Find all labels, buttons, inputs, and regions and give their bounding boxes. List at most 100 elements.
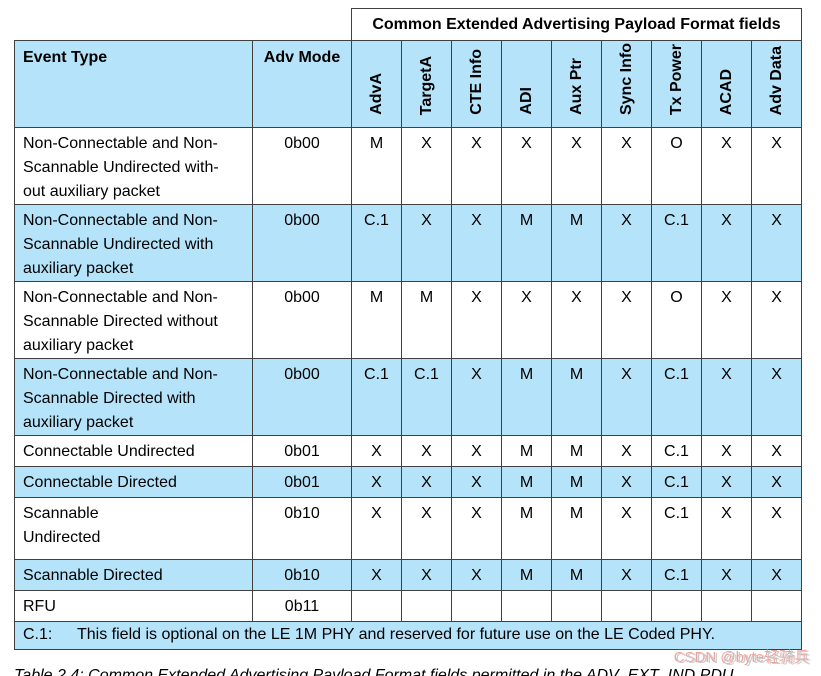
table-row: Connectable Directed 0b01 X X X M M X C.… <box>14 466 803 498</box>
field-value-cell: O <box>651 281 702 359</box>
field-value-cell: X <box>451 466 502 498</box>
field-value-cell: X <box>401 204 452 282</box>
adv-mode-cell: 0b01 <box>252 435 352 467</box>
field-value-cell: X <box>701 497 752 560</box>
field-value-cell: X <box>401 497 452 560</box>
event-type-cell: Scannable Directed <box>14 559 253 591</box>
sync-info-label: Sync Info <box>617 42 635 115</box>
table-row: Non-Connectable and Non- Scannable Direc… <box>14 358 803 436</box>
field-value-cell: M <box>501 497 552 560</box>
field-value-cell: M <box>501 204 552 282</box>
table-row: Non-Connectable and Non- Scannable Undir… <box>14 127 803 205</box>
event-type-cell: Scannable Undirected <box>14 497 253 560</box>
event-type-cell: Connectable Directed <box>14 466 253 498</box>
field-value-cell: X <box>451 127 502 205</box>
table-row: Scannable Directed 0b10 X X X M M X C.1 … <box>14 559 803 591</box>
field-value-cell: X <box>601 281 652 359</box>
adv-mode-cell: 0b10 <box>252 559 352 591</box>
field-value-cell: X <box>401 127 452 205</box>
field-value-cell: M <box>501 466 552 498</box>
field-value-cell: C.1 <box>651 466 702 498</box>
field-value-cell: X <box>750 435 803 467</box>
field-value-cell: M <box>501 559 552 591</box>
table-row: Non-Connectable and Non- Scannable Undir… <box>14 204 803 282</box>
field-value-cell: X <box>601 466 652 498</box>
table-row: RFU 0b11 <box>14 590 803 622</box>
field-value-cell: X <box>451 435 502 467</box>
field-value-cell: X <box>701 559 752 591</box>
field-value-cell: X <box>451 358 502 436</box>
field-value-cell <box>601 590 652 622</box>
tx-power-label: Tx Power <box>667 43 685 115</box>
table-caption: Table 2.4: Common Extended Advertising P… <box>14 667 734 676</box>
field-value-cell: M <box>551 358 602 436</box>
acad-label: ACAD <box>717 68 735 115</box>
span-header: Common Extended Advertising Payload Form… <box>350 8 803 41</box>
field-value-cell: X <box>601 204 652 282</box>
field-value-cell <box>750 590 803 622</box>
column-header-row: Event Type Adv Mode AdvA TargetA CTE Inf… <box>14 40 803 128</box>
adi-label: ADI <box>517 87 535 115</box>
span-header-row: Common Extended Advertising Payload Form… <box>14 8 803 41</box>
field-value-cell: C.1 <box>651 204 702 282</box>
adv-data-label: Adv Data <box>767 45 785 115</box>
field-value-cell: X <box>551 281 602 359</box>
field-value-cell: M <box>401 281 452 359</box>
field-value-cell: C.1 <box>351 358 402 436</box>
adv-mode-cell: 0b10 <box>252 497 352 560</box>
column-header-adva: AdvA <box>351 40 402 128</box>
field-value-cell: X <box>750 127 803 205</box>
field-value-cell: X <box>750 204 803 282</box>
field-value-cell: X <box>501 281 552 359</box>
field-value-cell: X <box>501 127 552 205</box>
field-value-cell: X <box>601 358 652 436</box>
field-value-cell <box>351 590 402 622</box>
adva-label: AdvA <box>367 73 385 115</box>
column-header-adv-data: Adv Data <box>750 40 803 128</box>
field-value-cell: C.1 <box>351 204 402 282</box>
column-header-aux-ptr: Aux Ptr <box>551 40 602 128</box>
field-value-cell: X <box>351 497 402 560</box>
event-type-cell: Non-Connectable and Non- Scannable Direc… <box>14 358 253 436</box>
adv-mode-cell: 0b00 <box>252 358 352 436</box>
field-value-cell: M <box>551 559 602 591</box>
table-block: Common Extended Advertising Payload Form… <box>13 8 803 676</box>
adv-mode-cell: 0b11 <box>252 590 352 622</box>
event-type-cell: Non-Connectable and Non- Scannable Undir… <box>14 127 253 205</box>
field-value-cell <box>551 590 602 622</box>
field-value-cell: C.1 <box>651 358 702 436</box>
adv-mode-cell: 0b00 <box>252 204 352 282</box>
field-value-cell: X <box>750 281 803 359</box>
field-value-cell: X <box>401 466 452 498</box>
field-value-cell: X <box>351 559 402 591</box>
field-value-cell: M <box>501 435 552 467</box>
footnote-text: This field is optional on the LE 1M PHY … <box>77 626 716 643</box>
table-row: Connectable Undirected 0b01 X X X M M X … <box>14 435 803 467</box>
column-header-cte-info: CTE Info <box>451 40 502 128</box>
field-value-cell: X <box>451 204 502 282</box>
field-value-cell: X <box>451 559 502 591</box>
column-header-targeta: TargetA <box>401 40 452 128</box>
footnote-row: C.1: This field is optional on the LE 1M … <box>13 621 803 650</box>
footnote-label: C.1: <box>23 626 53 643</box>
table-row: Scannable Undirected 0b10 X X X M M X C.… <box>14 497 803 560</box>
field-value-cell: X <box>601 497 652 560</box>
field-value-cell <box>401 590 452 622</box>
footnote-cell: C.1: This field is optional on the LE 1M … <box>13 621 803 650</box>
column-header-sync-info: Sync Info <box>601 40 652 128</box>
field-value-cell: M <box>551 497 602 560</box>
field-value-cell: X <box>701 358 752 436</box>
field-value-cell: X <box>701 204 752 282</box>
field-value-cell <box>701 590 752 622</box>
event-type-cell: Connectable Undirected <box>14 435 253 467</box>
table-row: Non-Connectable and Non- Scannable Direc… <box>14 281 803 359</box>
field-value-cell: C.1 <box>651 435 702 467</box>
field-value-cell: C.1 <box>651 497 702 560</box>
column-header-adi: ADI <box>501 40 552 128</box>
field-value-cell <box>501 590 552 622</box>
event-type-cell: Non-Connectable and Non- Scannable Undir… <box>14 204 253 282</box>
adv-mode-cell: 0b00 <box>252 281 352 359</box>
event-type-cell: RFU <box>14 590 253 622</box>
adv-mode-cell: 0b00 <box>252 127 352 205</box>
